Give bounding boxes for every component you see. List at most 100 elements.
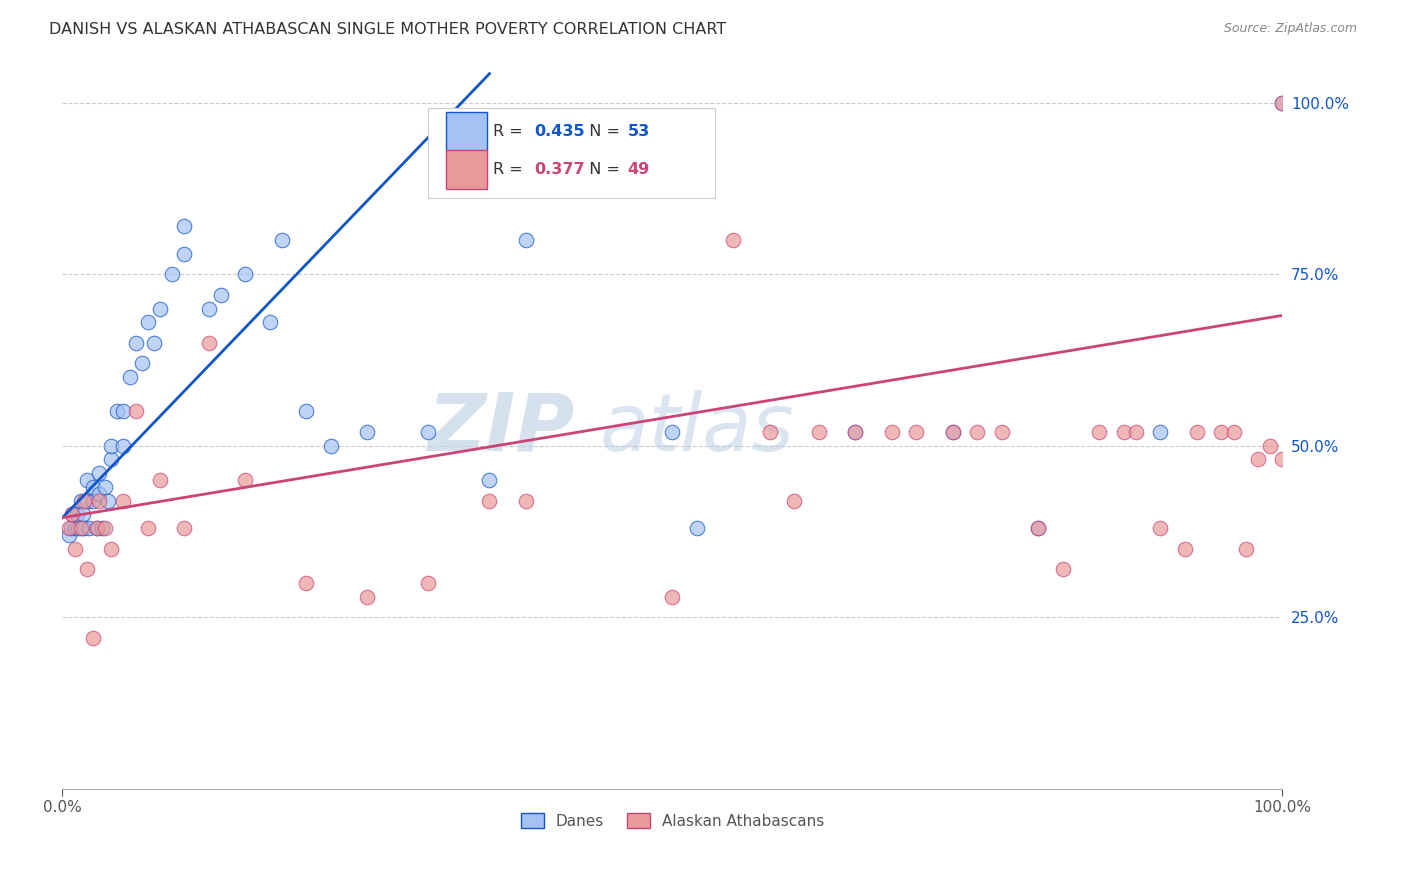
- Point: [235, 267, 257, 281]
- Point: [173, 521, 195, 535]
- Point: [1052, 562, 1074, 576]
- Point: [356, 590, 378, 604]
- Point: [76, 473, 98, 487]
- Point: [1149, 425, 1171, 439]
- FancyBboxPatch shape: [446, 150, 486, 189]
- Point: [67, 521, 90, 535]
- Text: DANISH VS ALASKAN ATHABASCAN SINGLE MOTHER POVERTY CORRELATION CHART: DANISH VS ALASKAN ATHABASCAN SINGLE MOTH…: [49, 22, 727, 37]
- Point: [70, 521, 93, 535]
- Point: [100, 452, 122, 467]
- Point: [94, 480, 117, 494]
- Point: [63, 541, 86, 556]
- Point: [235, 473, 257, 487]
- Point: [118, 370, 141, 384]
- Point: [295, 575, 318, 590]
- Point: [295, 404, 318, 418]
- Point: [661, 590, 683, 604]
- Point: [209, 288, 232, 302]
- Point: [60, 521, 83, 535]
- Point: [686, 521, 709, 535]
- FancyBboxPatch shape: [446, 112, 486, 152]
- Point: [60, 507, 83, 521]
- Point: [1258, 439, 1281, 453]
- Point: [515, 493, 537, 508]
- Point: [271, 233, 294, 247]
- Text: N =: N =: [578, 161, 624, 177]
- Point: [198, 335, 221, 350]
- Point: [759, 425, 782, 439]
- Point: [82, 631, 104, 645]
- Text: ZIP: ZIP: [427, 390, 575, 467]
- Point: [661, 425, 683, 439]
- Point: [90, 521, 112, 535]
- Point: [844, 425, 866, 439]
- Point: [82, 493, 104, 508]
- Point: [97, 493, 120, 508]
- Point: [112, 439, 135, 453]
- Point: [66, 507, 89, 521]
- Point: [87, 486, 110, 500]
- Point: [880, 425, 903, 439]
- FancyBboxPatch shape: [429, 108, 716, 198]
- Point: [198, 301, 221, 316]
- Point: [86, 521, 108, 535]
- Point: [1234, 541, 1257, 556]
- Text: atlas: atlas: [599, 390, 794, 467]
- Point: [73, 493, 96, 508]
- Text: Source: ZipAtlas.com: Source: ZipAtlas.com: [1223, 22, 1357, 36]
- Point: [905, 425, 928, 439]
- Text: R =: R =: [494, 124, 529, 139]
- Point: [1271, 95, 1294, 110]
- Point: [143, 335, 166, 350]
- Point: [100, 439, 122, 453]
- Point: [76, 562, 98, 576]
- Point: [1088, 425, 1111, 439]
- Text: 0.377: 0.377: [534, 161, 585, 177]
- Point: [112, 404, 135, 418]
- Point: [966, 425, 988, 439]
- Point: [87, 493, 110, 508]
- Point: [418, 425, 440, 439]
- Point: [515, 233, 537, 247]
- Point: [131, 356, 153, 370]
- Point: [723, 233, 745, 247]
- Legend: Danes, Alaskan Athabascans: Danes, Alaskan Athabascans: [515, 806, 831, 835]
- Point: [149, 473, 172, 487]
- Point: [73, 521, 96, 535]
- Point: [1271, 452, 1294, 467]
- Point: [844, 425, 866, 439]
- Point: [1149, 521, 1171, 535]
- Point: [58, 521, 80, 535]
- Text: 0.435: 0.435: [534, 124, 585, 139]
- Point: [76, 493, 98, 508]
- Point: [100, 541, 122, 556]
- Point: [112, 493, 135, 508]
- Point: [136, 521, 159, 535]
- Point: [478, 473, 501, 487]
- Point: [991, 425, 1014, 439]
- Point: [86, 521, 108, 535]
- Point: [60, 507, 83, 521]
- Point: [478, 493, 501, 508]
- Point: [1185, 425, 1208, 439]
- Text: N =: N =: [578, 124, 624, 139]
- Point: [87, 466, 110, 480]
- Point: [136, 315, 159, 329]
- Point: [94, 521, 117, 535]
- Point: [1211, 425, 1233, 439]
- Point: [79, 521, 101, 535]
- Point: [173, 246, 195, 260]
- Point: [173, 219, 195, 234]
- Point: [63, 521, 86, 535]
- Point: [58, 528, 80, 542]
- Point: [69, 493, 91, 508]
- Point: [356, 425, 378, 439]
- Point: [1271, 95, 1294, 110]
- Text: 53: 53: [627, 124, 650, 139]
- Point: [125, 404, 148, 418]
- Point: [1028, 521, 1050, 535]
- Point: [319, 439, 342, 453]
- Point: [72, 507, 94, 521]
- Text: 49: 49: [627, 161, 650, 177]
- Point: [69, 521, 91, 535]
